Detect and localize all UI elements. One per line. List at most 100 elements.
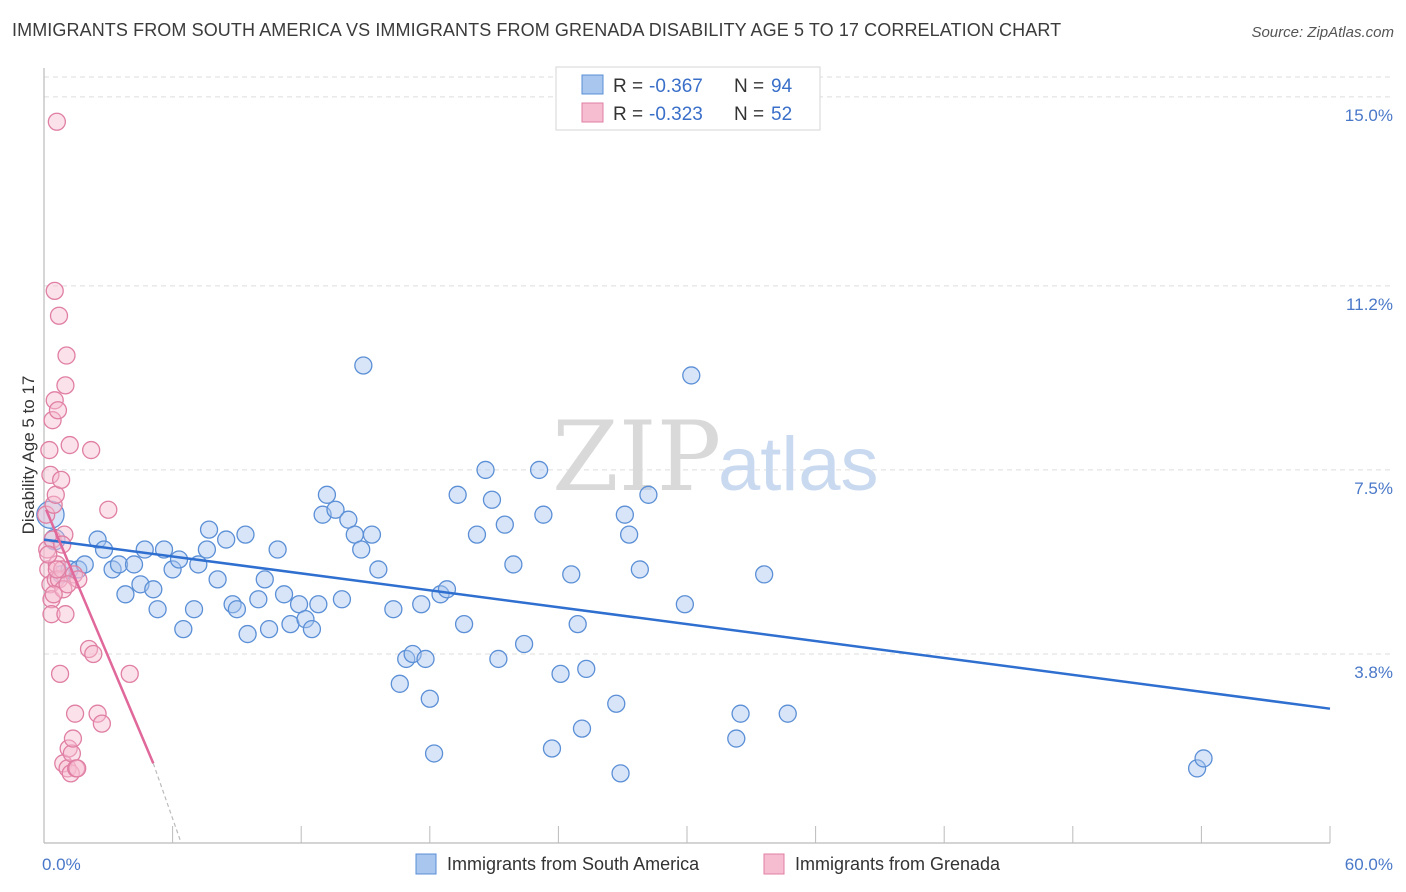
point-grenada-8 — [43, 411, 62, 430]
point-south-america-56 — [420, 689, 439, 708]
point-south-america-73 — [562, 565, 581, 584]
trend-lines — [43, 509, 1331, 844]
series-legend-swatch-pink — [763, 853, 785, 875]
point-south-america-81 — [630, 560, 649, 579]
x-tick-label-0: 0.0% — [42, 855, 81, 874]
point-south-america-41 — [317, 485, 337, 504]
x-tick-label-1: 60.0% — [1345, 855, 1393, 874]
point-south-america-80 — [619, 525, 639, 544]
legend-r-label-pink: R = — [613, 104, 643, 125]
point-grenada-15 — [47, 112, 67, 131]
point-grenada-49 — [47, 560, 67, 579]
legend-r-value-blue: -0.367 — [649, 76, 703, 97]
point-south-america-59 — [437, 580, 457, 599]
point-grenada-51 — [58, 575, 77, 594]
y-tick-labels: 3.8% 7.5% 11.2% 15.0% — [1345, 106, 1393, 682]
point-grenada-38 — [68, 759, 87, 778]
point-south-america-14 — [144, 580, 163, 599]
point-south-america-43 — [332, 590, 352, 609]
point-south-america-72 — [551, 664, 570, 684]
point-south-america-63 — [476, 460, 495, 480]
watermark-zip: ZIP — [552, 401, 721, 513]
point-grenada-27 — [56, 376, 75, 395]
point-grenada-43 — [88, 704, 107, 723]
point-south-america-15 — [148, 600, 167, 619]
point-south-america-22 — [197, 540, 217, 559]
point-south-america-48 — [362, 525, 382, 544]
point-south-america-27 — [227, 600, 247, 619]
point-grenada-41 — [82, 440, 101, 460]
point-grenada-34 — [63, 729, 83, 748]
chart-source: Source: ZipAtlas.com — [1251, 24, 1394, 41]
point-south-america-54 — [412, 595, 431, 614]
point-south-america-37 — [296, 610, 315, 629]
point-south-america-76 — [577, 659, 596, 679]
point-grenada-28 — [57, 346, 76, 365]
point-grenada-21 — [51, 470, 71, 490]
x-tick-labels: 0.0% 60.0% — [42, 855, 1393, 874]
point-south-america-78 — [611, 764, 630, 783]
point-south-america-47 — [354, 356, 373, 375]
point-grenada-42 — [84, 644, 103, 664]
point-south-america-66 — [495, 515, 514, 534]
point-south-america-64 — [482, 490, 502, 509]
point-south-america-71 — [542, 739, 562, 758]
point-grenada-12 — [45, 281, 64, 301]
point-south-america-20 — [184, 600, 204, 619]
point-south-america-6 — [88, 530, 107, 549]
point-south-america-29 — [238, 624, 257, 644]
watermark: ZIP atlas — [552, 401, 879, 513]
trend-line-south-america — [43, 538, 1331, 710]
point-south-america-74 — [568, 614, 587, 634]
point-south-america-19 — [174, 619, 193, 639]
grid-lines — [44, 76, 1392, 655]
point-south-america-51 — [390, 674, 409, 693]
series-legend-label-pink: Immigrants from Grenada — [795, 854, 1001, 874]
point-south-america-83 — [675, 595, 695, 614]
point-south-america-18 — [169, 550, 189, 569]
point-south-america-23 — [199, 520, 219, 539]
point-grenada-4 — [41, 465, 60, 485]
legend-swatch-pink — [581, 102, 604, 123]
point-grenada-48 — [44, 585, 63, 604]
point-south-america-85 — [727, 729, 746, 748]
point-grenada-46 — [120, 664, 139, 684]
point-south-america-50 — [384, 600, 403, 619]
point-south-america-24 — [208, 570, 227, 589]
point-grenada-3 — [40, 440, 59, 460]
point-grenada-47 — [39, 545, 58, 564]
y-tick-label-0: 3.8% — [1354, 663, 1393, 682]
point-grenada-17 — [48, 401, 68, 420]
point-south-america-38 — [302, 619, 322, 639]
point-south-america-68 — [514, 634, 534, 654]
point-grenada-26 — [56, 605, 75, 624]
point-south-america-75 — [572, 719, 592, 738]
point-south-america-88 — [778, 704, 797, 723]
series-legend-swatch-blue — [415, 853, 437, 875]
point-south-america-34 — [274, 585, 294, 604]
point-south-america-67 — [504, 555, 523, 574]
point-south-america-33 — [268, 540, 287, 559]
point-south-america-13 — [135, 540, 154, 559]
point-grenada-20 — [50, 664, 70, 684]
point-grenada-36 — [65, 704, 85, 723]
point-grenada-11 — [45, 391, 64, 410]
point-south-america-69 — [529, 460, 549, 480]
point-south-america-49 — [369, 560, 388, 579]
legend-r-value-pink: -0.323 — [649, 104, 703, 125]
series-legend-label-blue: Immigrants from South America — [447, 854, 700, 874]
legend-r-label-blue: R = — [613, 76, 643, 97]
point-grenada-7 — [42, 605, 61, 624]
point-south-america-86 — [731, 704, 750, 723]
legend-n-value-blue: 94 — [771, 76, 793, 97]
axes — [43, 68, 1331, 844]
trend-line-grenada — [44, 509, 155, 764]
legend-n-label-pink: N = — [734, 104, 764, 125]
point-south-america-57 — [424, 744, 444, 763]
point-south-america-90 — [1194, 749, 1213, 768]
point-south-america-17 — [163, 560, 182, 579]
legend-n-value-pink: 52 — [771, 104, 792, 125]
point-south-america-77 — [607, 694, 626, 713]
point-south-america-28 — [236, 525, 255, 544]
